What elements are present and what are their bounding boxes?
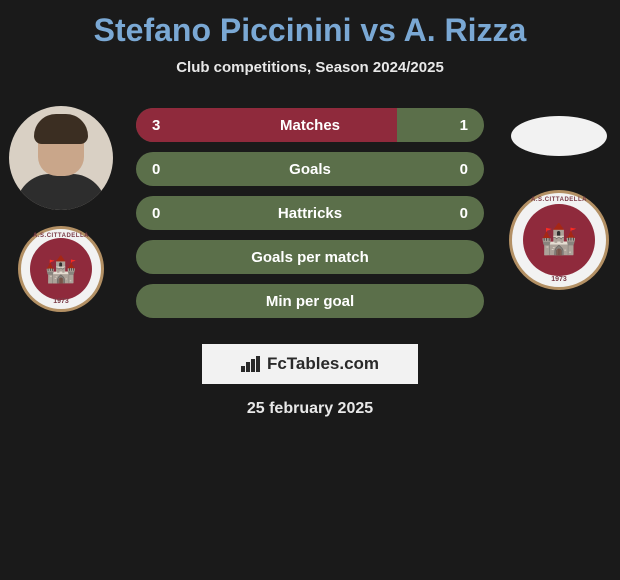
stat-label: Matches (280, 117, 340, 134)
stat-bar: 0 Goals 0 (136, 152, 484, 186)
castle-icon: 🏰 (45, 256, 77, 282)
date-line: 25 february 2025 (0, 400, 620, 418)
club-name-top: A.S.CITTADELLA (531, 197, 587, 203)
player-right-avatar (511, 116, 607, 156)
stat-label: Goals (289, 161, 331, 178)
stat-right-value: 0 (460, 205, 468, 222)
comparison-card: Stefano Piccinini vs A. Rizza Club compe… (0, 0, 620, 418)
stat-label: Hattricks (278, 205, 342, 222)
stat-fill (136, 108, 397, 142)
club-year: 1973 (551, 276, 567, 283)
player-left-avatar (9, 106, 113, 210)
subtitle: Club competitions, Season 2024/2025 (0, 59, 620, 76)
stat-right-value: 0 (460, 161, 468, 178)
branding-text: FcTables.com (267, 354, 379, 374)
stat-label: Goals per match (251, 249, 369, 266)
branding-banner[interactable]: FcTables.com (202, 344, 418, 384)
stat-left-value: 0 (152, 205, 160, 222)
stat-bar: 0 Hattricks 0 (136, 196, 484, 230)
player-left-col: A.S.CITTADELLA 🏰 1973 (6, 106, 116, 312)
player-left-club-logo: A.S.CITTADELLA 🏰 1973 (18, 226, 104, 312)
stat-right-value: 1 (460, 117, 468, 134)
stat-label: Min per goal (266, 293, 354, 310)
player-right-club-logo: A.S.CITTADELLA 🏰 1973 (509, 190, 609, 290)
stat-bar: 3 Matches 1 (136, 108, 484, 142)
stats-column: 3 Matches 1 0 Goals 0 0 Hattricks 0 Goals per mat… (136, 106, 484, 318)
stat-bar: Goals per match (136, 240, 484, 274)
stat-bar: Min per goal (136, 284, 484, 318)
chart-icon (241, 356, 261, 372)
page-title: Stefano Piccinini vs A. Rizza (0, 12, 620, 49)
stat-left-value: 3 (152, 117, 160, 134)
main-row: A.S.CITTADELLA 🏰 1973 3 Matches 1 0 Goals 0 0 H… (0, 106, 620, 318)
player-right-col: A.S.CITTADELLA 🏰 1973 (504, 106, 614, 290)
club-year: 1973 (53, 298, 69, 305)
castle-icon: 🏰 (540, 225, 577, 255)
stat-left-value: 0 (152, 161, 160, 178)
